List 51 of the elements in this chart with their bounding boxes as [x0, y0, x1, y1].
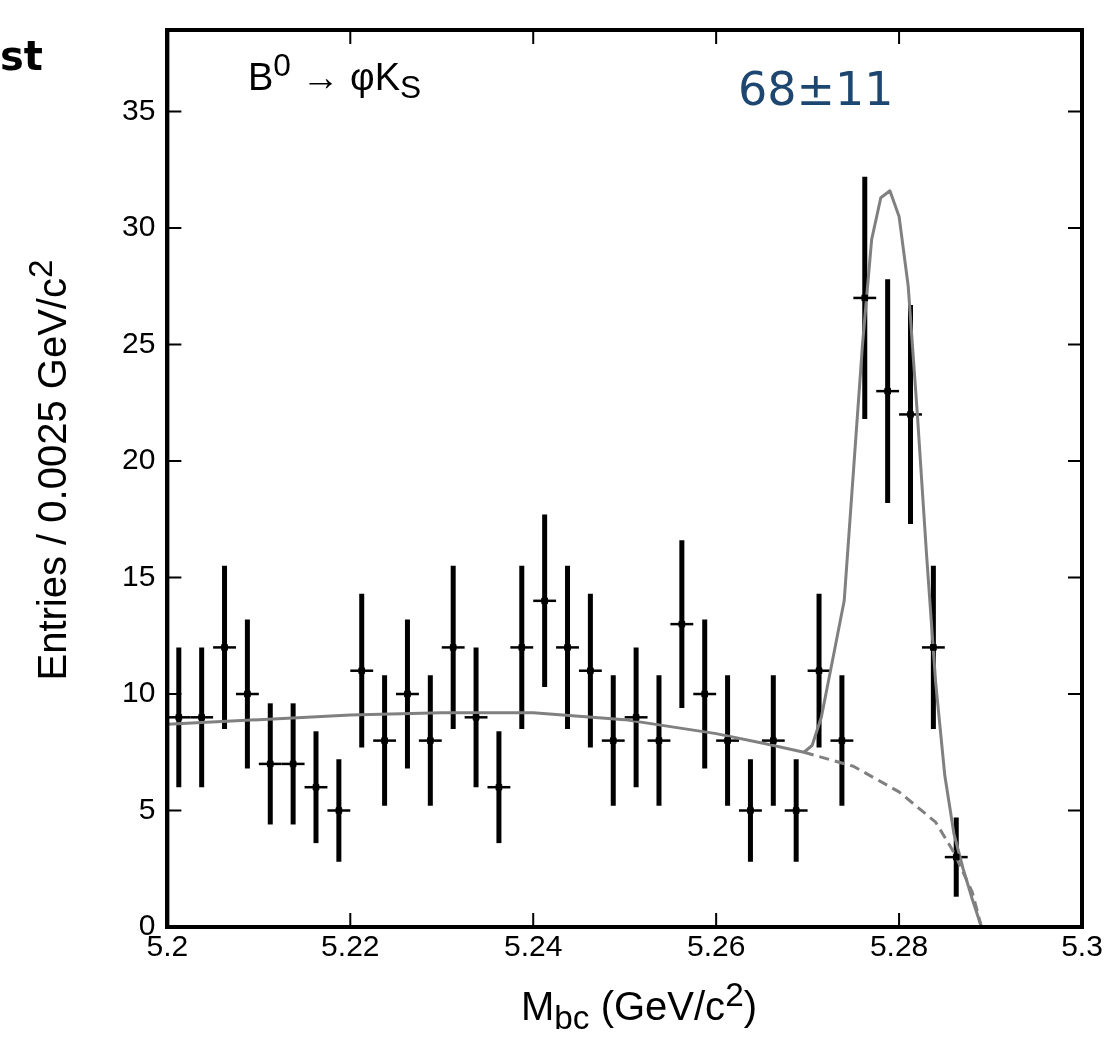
point: [335, 807, 343, 814]
point: [907, 411, 914, 418]
point: [701, 690, 709, 698]
y-tick-label: 5: [138, 791, 156, 825]
y-tick-label: 10: [121, 675, 156, 709]
point: [244, 690, 251, 698]
point: [655, 737, 663, 744]
point: [792, 807, 800, 814]
y-tick-label: 30: [121, 209, 156, 243]
point: [747, 807, 754, 814]
point: [312, 783, 320, 791]
annotation: 68±11: [738, 62, 894, 116]
point: [427, 737, 434, 744]
text: st: [0, 33, 43, 79]
y-tick-label: 25: [121, 325, 156, 359]
x-tick-label: 5.22: [321, 929, 380, 963]
point: [884, 387, 891, 395]
y-tick-label: 20: [121, 442, 156, 476]
point: [221, 644, 228, 651]
annotation: B$^{0}$ → φK$_{S}$: [248, 47, 422, 106]
x-tick-label: 5.28: [869, 929, 929, 963]
point: [266, 760, 274, 768]
point: [587, 667, 594, 675]
point: [175, 713, 183, 721]
point: [495, 783, 503, 791]
x-tick-label: 5.24: [504, 929, 563, 963]
point: [358, 667, 366, 675]
point: [518, 644, 526, 651]
point: [404, 690, 411, 698]
point: [198, 713, 205, 721]
x-tick-label: 5.26: [686, 929, 746, 963]
point: [861, 294, 869, 302]
point: [815, 667, 823, 675]
point: [449, 644, 457, 651]
point: [678, 620, 686, 628]
point: [609, 737, 617, 744]
point: [838, 737, 846, 744]
point: [952, 853, 960, 861]
point: [632, 713, 640, 721]
y-tick-label: 15: [121, 558, 156, 592]
point: [930, 644, 937, 651]
point: [724, 737, 731, 744]
x-axis-title: M$_{bc}$ (GeV/c$^{2}$): [520, 976, 758, 1037]
point: [289, 760, 297, 768]
point: [381, 737, 388, 744]
x-tick-label: 5.3: [1061, 929, 1103, 963]
point: [769, 737, 777, 744]
y-tick-label: 35: [121, 92, 156, 126]
point: [564, 644, 571, 651]
point: [541, 597, 548, 605]
point: [472, 713, 480, 721]
